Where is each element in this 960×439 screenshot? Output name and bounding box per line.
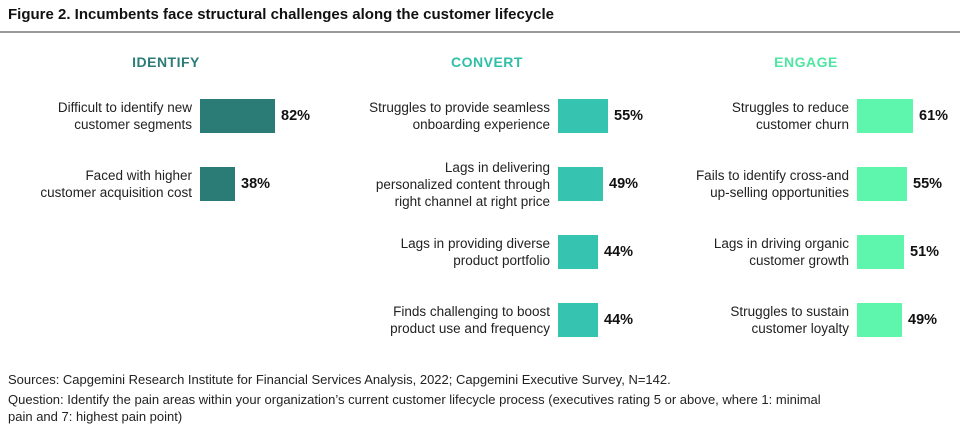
bar-label: Struggles to provide seamless onboarding … bbox=[369, 100, 550, 132]
bar-label: Fails to identify cross-and up-selling op… bbox=[695, 168, 849, 200]
bar-label: Faced with higher customer acquisition co… bbox=[40, 168, 192, 200]
bar-label: Finds challenging to boost product use an… bbox=[390, 304, 550, 336]
bar-label: Lags in delivering personalized content t… bbox=[375, 159, 550, 209]
bar-value-label: 61% bbox=[919, 108, 949, 124]
bar-value-label: 82% bbox=[281, 108, 311, 124]
bar bbox=[558, 303, 598, 337]
bar bbox=[857, 235, 904, 269]
bar-value-label: 51% bbox=[910, 244, 940, 260]
title-divider bbox=[0, 31, 960, 33]
bar-label: Struggles to reduce customer churn bbox=[731, 100, 849, 132]
bar-value-label: 44% bbox=[604, 312, 634, 328]
bar bbox=[857, 167, 907, 201]
bar-label: Lags in driving organic customer growth bbox=[713, 236, 849, 268]
bar-value-label: 49% bbox=[609, 176, 639, 192]
bar-value-label: 44% bbox=[604, 244, 634, 260]
figure-title: Figure 2. Incumbents face structural cha… bbox=[8, 6, 554, 23]
bar-value-label: 49% bbox=[908, 312, 938, 328]
sources-note: Sources: Capgemini Research Institute fo… bbox=[8, 372, 671, 387]
bar-label: Lags in providing diverse product portfol… bbox=[400, 236, 550, 268]
bar bbox=[558, 99, 608, 133]
column-header-engage: ENGAGE bbox=[774, 54, 838, 70]
bar bbox=[200, 99, 275, 133]
bar bbox=[200, 167, 235, 201]
bar-value-label: 55% bbox=[913, 176, 943, 192]
bar-value-label: 55% bbox=[614, 108, 644, 124]
bar bbox=[558, 167, 603, 201]
bar bbox=[857, 303, 902, 337]
column-header-convert: CONVERT bbox=[451, 54, 523, 70]
column-header-identify: IDENTIFY bbox=[132, 54, 200, 70]
question-note-line-1: Question: Identify the pain areas within… bbox=[8, 392, 821, 407]
bar-label: Difficult to identify new customer segmen… bbox=[57, 100, 192, 132]
bar-value-label: 38% bbox=[241, 176, 271, 192]
bar-label: Struggles to sustain customer loyalty bbox=[730, 304, 849, 336]
bar bbox=[558, 235, 598, 269]
question-note-line-2: pain and 7: highest pain point) bbox=[8, 409, 183, 424]
bar bbox=[857, 99, 913, 133]
